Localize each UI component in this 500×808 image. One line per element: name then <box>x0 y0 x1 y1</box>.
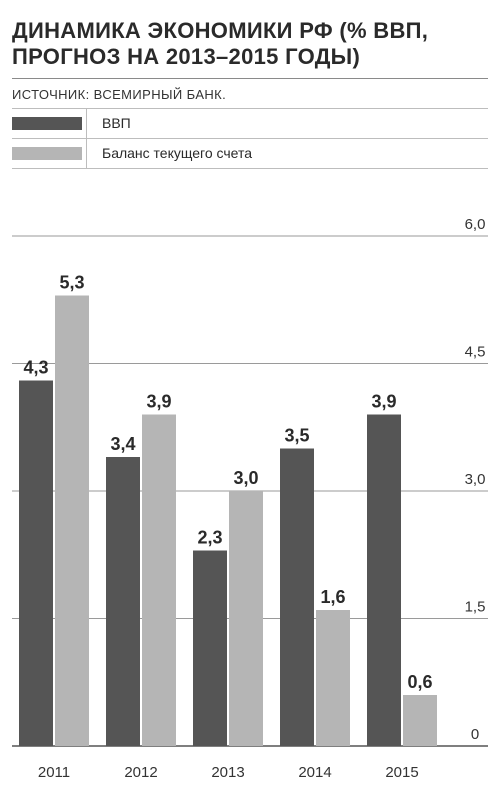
legend-label-current-account: Баланс текущего счета <box>102 145 252 161</box>
legend-swatch-current-account <box>12 147 82 160</box>
legend-swatch-gdp <box>12 117 82 130</box>
data-label: 3,0 <box>233 468 258 488</box>
y-tick-label: 6,0 <box>465 216 486 233</box>
legend-column-divider <box>86 108 87 169</box>
bar-gdp <box>280 448 314 746</box>
legend-divider-middle <box>12 138 488 139</box>
data-label: 3,5 <box>284 426 309 446</box>
bar-gdp <box>106 457 140 746</box>
legend-divider-bottom <box>12 168 488 169</box>
x-tick-label: 2012 <box>124 764 157 781</box>
legend-item-gdp: ВВП <box>12 113 488 135</box>
data-label: 3,9 <box>371 392 396 412</box>
bar-current-account <box>142 414 176 746</box>
x-tick-label: 2011 <box>38 764 70 781</box>
bar-gdp <box>19 380 53 746</box>
title-divider <box>12 78 488 79</box>
x-tick-label: 2014 <box>298 764 331 781</box>
bar-current-account <box>403 695 437 746</box>
data-label: 0,6 <box>407 672 432 692</box>
bar-gdp <box>367 414 401 746</box>
data-label: 5,3 <box>59 273 84 293</box>
y-tick-label: 0 <box>471 726 479 743</box>
x-tick-label: 2015 <box>385 764 418 781</box>
data-label: 3,4 <box>110 434 135 454</box>
chart-title: ДИНАМИКА ЭКОНОМИКИ РФ (% ВВП, ПРОГНОЗ НА… <box>12 18 429 69</box>
legend-item-current-account: Баланс текущего счета <box>12 143 488 165</box>
data-label: 2,3 <box>197 528 222 548</box>
legend-label-gdp: ВВП <box>102 115 131 131</box>
y-tick-label: 1,5 <box>465 599 486 616</box>
bar-current-account <box>229 491 263 746</box>
bar-current-account <box>55 295 89 746</box>
legend-divider-top <box>12 108 488 109</box>
y-tick-label: 3,0 <box>465 471 486 488</box>
source-note: ИСТОЧНИК: ВСЕМИРНЫЙ БАНК. <box>12 87 227 102</box>
data-label: 3,9 <box>146 392 171 412</box>
x-tick-label: 2013 <box>211 764 244 781</box>
y-tick-label: 4,5 <box>465 344 486 361</box>
data-label: 1,6 <box>320 587 345 607</box>
bar-gdp <box>193 550 227 746</box>
data-label: 4,3 <box>23 358 48 378</box>
bar-current-account <box>316 610 350 746</box>
